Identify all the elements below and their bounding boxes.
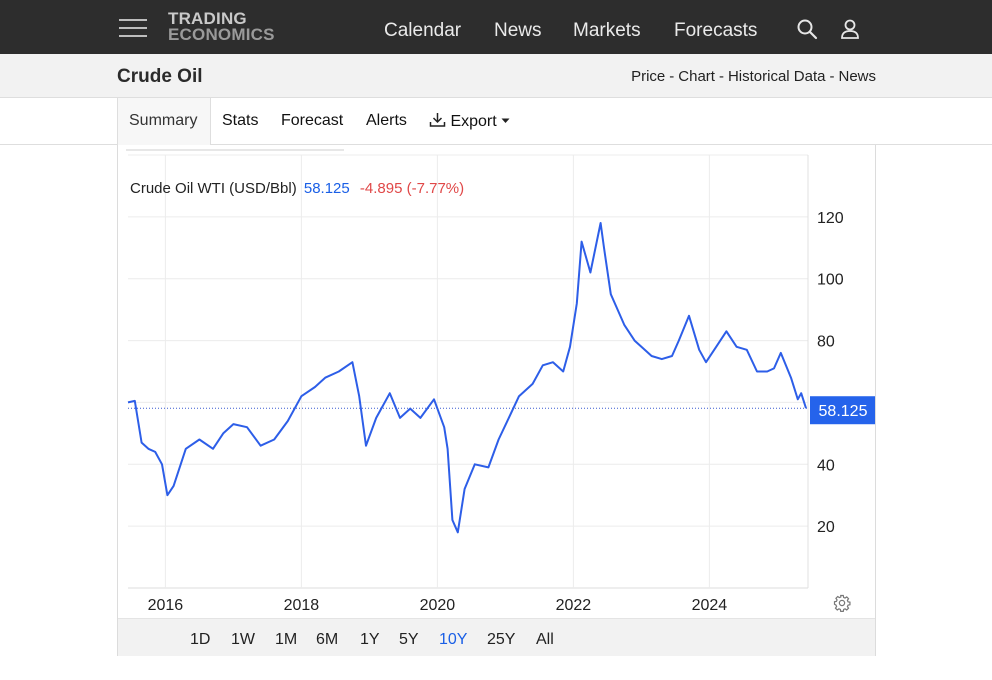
range-1y[interactable]: 1Y: [360, 631, 380, 648]
subnav-news[interactable]: News: [838, 68, 876, 85]
x-tick-label: 2018: [284, 597, 320, 614]
tab-summary-label: Summary: [129, 112, 198, 129]
nav-calendar[interactable]: Calendar: [384, 20, 462, 41]
export-button[interactable]: Export: [429, 112, 510, 131]
chart-legend: Crude Oil WTI (USD/Bbl) 58.125 -4.895 (-…: [130, 180, 464, 197]
y-tick-label: 100: [817, 272, 844, 289]
x-tick-label: 2022: [556, 597, 592, 614]
trading-economics-logo[interactable]: TRADING ECONOMICS: [168, 9, 275, 44]
x-tick-label: 2016: [148, 597, 184, 614]
range-10y[interactable]: 10Y: [439, 631, 468, 648]
page-title: Crude Oil: [117, 66, 203, 87]
x-tick-label: 2020: [420, 597, 456, 614]
page-subnav: Price - Chart - Historical Data - News: [631, 68, 876, 85]
nav-markets[interactable]: Markets: [573, 20, 641, 41]
price-chart[interactable]: 204060801001202016201820202022202458.125: [118, 145, 875, 618]
range-25y[interactable]: 25Y: [487, 631, 516, 648]
tab-summary[interactable]: Summary: [117, 98, 211, 145]
range-6m[interactable]: 6M: [316, 631, 339, 648]
subnav-separator: -: [829, 68, 835, 85]
range-5y[interactable]: 5Y: [399, 631, 419, 648]
y-tick-label: 40: [817, 457, 835, 474]
download-icon: [429, 113, 446, 127]
range-1w[interactable]: 1W: [231, 631, 255, 648]
logo-line1: TRADING: [168, 9, 247, 28]
tab-forecast[interactable]: Forecast: [281, 112, 344, 129]
y-tick-label: 80: [817, 334, 835, 351]
user-icon[interactable]: [839, 18, 861, 40]
subnav-historical-data[interactable]: Historical Data: [727, 68, 826, 85]
logo-line2: ECONOMICS: [168, 25, 275, 44]
caret-down-icon: [501, 118, 510, 123]
top-navbar: TRADING ECONOMICS Calendar News Markets …: [0, 0, 992, 54]
subnav-chart[interactable]: Chart: [678, 68, 715, 85]
range-1m[interactable]: 1M: [275, 631, 298, 648]
y-tick-label: 20: [817, 519, 835, 536]
page-header: Crude Oil Price - Chart - Historical Data - Ne…: [0, 54, 992, 98]
last-price-label: 58.125: [819, 403, 868, 420]
export-label: Export: [450, 113, 497, 130]
chart-card: 204060801001202016201820202022202458.125…: [117, 145, 876, 656]
price-series-line: [127, 222, 807, 534]
subnav-separator: -: [669, 68, 675, 85]
chart-tabs: Summary Stats Forecast Alerts Export: [0, 98, 992, 145]
tab-stats[interactable]: Stats: [222, 112, 259, 129]
subnav-separator: -: [718, 68, 724, 85]
tab-alerts[interactable]: Alerts: [366, 112, 407, 129]
legend-series-name: Crude Oil WTI (USD/Bbl): [130, 180, 297, 197]
y-tick-label: 120: [817, 210, 844, 227]
menu-icon[interactable]: [119, 17, 147, 39]
last-price-label-bg: [810, 396, 875, 425]
nav-news[interactable]: News: [494, 20, 542, 41]
x-tick-label: 2024: [692, 597, 728, 614]
gear-icon[interactable]: [833, 594, 851, 612]
legend-last-price: 58.125: [303, 180, 350, 197]
nav-forecasts[interactable]: Forecasts: [674, 20, 758, 41]
subnav-price[interactable]: Price: [631, 68, 666, 85]
range-selector: 1D 1W 1M 6M 1Y 5Y 10Y 25Y All: [118, 618, 875, 656]
search-icon[interactable]: [796, 18, 818, 40]
legend-change: -4.895 (-7.77%): [359, 180, 465, 197]
range-all[interactable]: All: [536, 631, 554, 648]
range-1d[interactable]: 1D: [190, 631, 211, 648]
